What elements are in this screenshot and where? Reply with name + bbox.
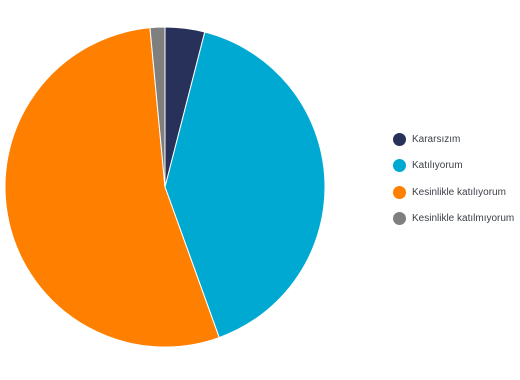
legend-swatch bbox=[393, 132, 406, 146]
pie-slice-2[interactable] bbox=[164, 31, 326, 339]
chart-legend: Kararsızım Katılıyorum Kesinlikle katılı… bbox=[393, 132, 514, 238]
pie-slice-4[interactable] bbox=[149, 26, 166, 188]
legend-item-katiliyorum[interactable]: Katılıyorum bbox=[393, 159, 514, 173]
legend-item-kararsizim[interactable]: Kararsızım bbox=[393, 132, 514, 146]
legend-label: Kesinlikle katılmıyorum bbox=[412, 213, 515, 224]
pie-slices bbox=[4, 26, 326, 348]
legend-swatch bbox=[393, 185, 406, 199]
legend-item-kesinlikle-katiliyorum[interactable]: Kesinlikle katılıyorum bbox=[393, 185, 514, 199]
legend-swatch bbox=[393, 212, 406, 225]
legend-swatch bbox=[393, 159, 406, 172]
legend-label: Kararsızım bbox=[412, 133, 461, 145]
legend-item-kesinlikle-katilmiyorum[interactable]: Kesinlikle katılmıyorum bbox=[393, 212, 514, 226]
legend-label: Katılıyorum bbox=[412, 160, 463, 171]
pie-slice-3[interactable] bbox=[4, 27, 220, 348]
legend-label: Kesinlikle katılıyorum bbox=[412, 186, 506, 198]
